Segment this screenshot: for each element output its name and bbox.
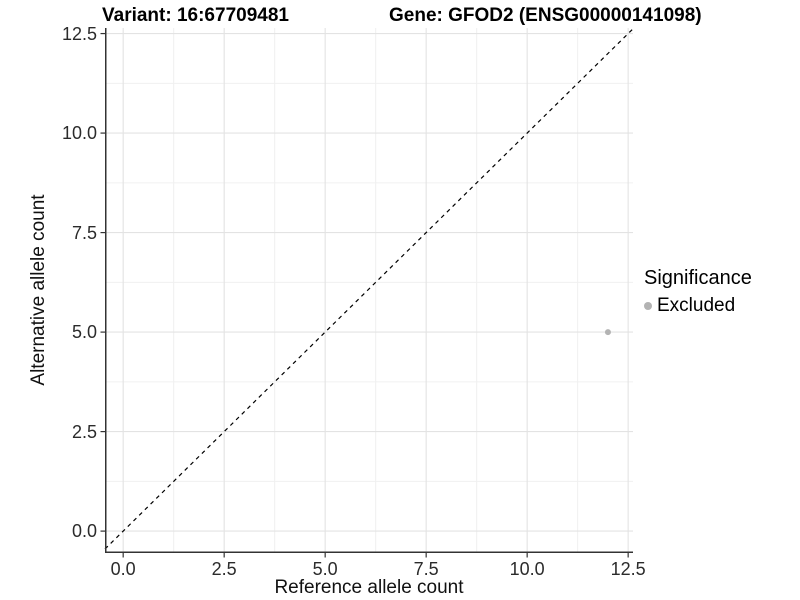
plot-title-gene: Gene: GFOD2 (ENSG00000141098) xyxy=(389,5,702,26)
legend-item: Excluded xyxy=(644,295,752,317)
y-tick-label: 7.5 xyxy=(71,222,97,243)
legend-title: Significance xyxy=(644,267,752,289)
identity-dashed-line xyxy=(104,28,634,550)
plot-canvas xyxy=(100,28,634,558)
x-tick-label: 0.0 xyxy=(110,559,136,579)
y-tick-label: 0.0 xyxy=(71,521,97,542)
y-tick-label: 2.5 xyxy=(71,421,97,442)
x-tick-label: 5.0 xyxy=(312,559,338,579)
x-axis-label: Reference allele count xyxy=(274,577,464,598)
y-axis-label: Alternative allele count xyxy=(28,194,49,386)
x-tick-label: 7.5 xyxy=(413,559,439,579)
y-tick-label: 12.5 xyxy=(61,23,97,44)
y-tick-label: 5.0 xyxy=(71,322,97,343)
plot-title-variant: Variant: 16:67709481 xyxy=(102,5,289,26)
x-tick-label: 10.0 xyxy=(509,559,545,579)
x-tick-label: 2.5 xyxy=(211,559,237,579)
legend-point-icon xyxy=(644,302,652,310)
legend: Significance Excluded xyxy=(644,267,752,317)
data-point xyxy=(604,329,611,336)
x-tick-label: 12.5 xyxy=(610,559,646,579)
legend-items: Excluded xyxy=(644,295,752,317)
plot-panel xyxy=(100,28,634,558)
y-tick-label: 10.0 xyxy=(61,123,97,144)
legend-item-label: Excluded xyxy=(657,295,736,316)
